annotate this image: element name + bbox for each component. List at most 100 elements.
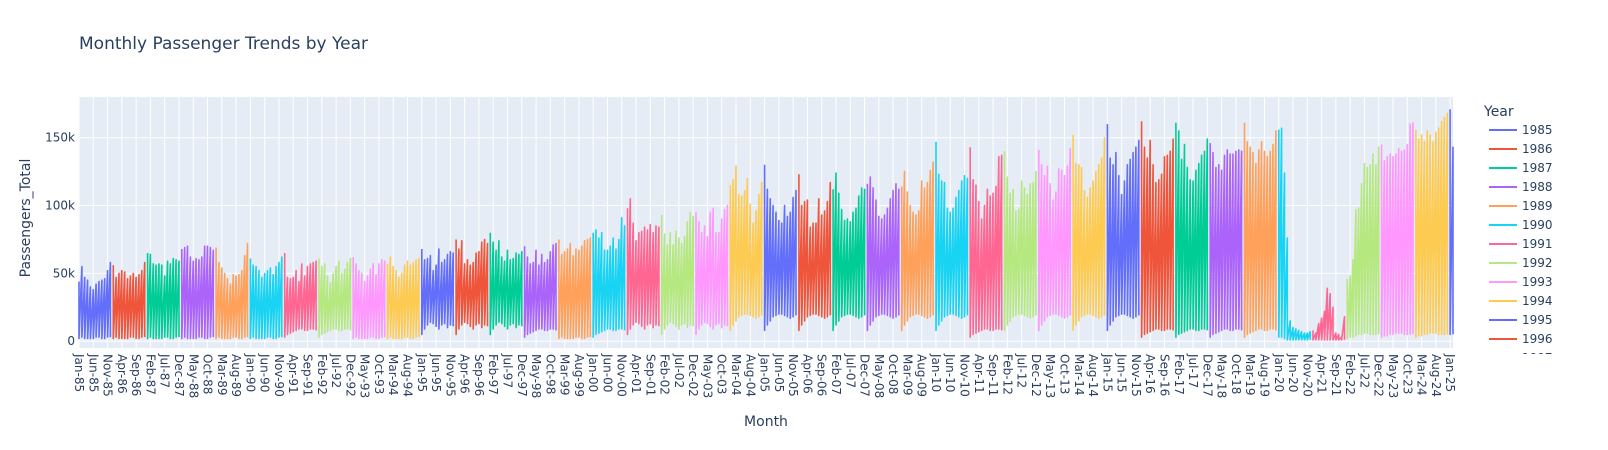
legend-item-1993[interactable]: 1993 bbox=[1489, 275, 1553, 289]
x-tick-label: May-18 bbox=[1215, 354, 1229, 398]
x-tick-label: Feb-87 bbox=[143, 354, 157, 395]
legend-item-1992[interactable]: 1992 bbox=[1489, 256, 1553, 270]
x-tick-label: Apr-06 bbox=[800, 354, 814, 394]
legend-item-1990[interactable]: 1990 bbox=[1489, 218, 1553, 232]
x-tick-label: Sep-96 bbox=[472, 354, 486, 396]
legend-item-1989[interactable]: 1989 bbox=[1489, 199, 1553, 213]
series-line-2000[interactable] bbox=[592, 217, 626, 338]
series-line-2022[interactable] bbox=[1346, 146, 1380, 340]
series-line-1996[interactable] bbox=[455, 238, 489, 336]
legend-item-1991[interactable]: 1991 bbox=[1489, 237, 1553, 251]
x-tick-label: Jul-17 bbox=[1186, 353, 1200, 388]
series-line-2006[interactable] bbox=[798, 174, 832, 332]
series-line-1992[interactable] bbox=[318, 257, 352, 338]
x-tick-label: Oct-18 bbox=[1229, 354, 1243, 394]
x-tick-label: Aug-04 bbox=[743, 354, 757, 397]
x-tick-label: Nov-20 bbox=[1300, 354, 1314, 397]
x-tick-label: Jul-07 bbox=[843, 353, 857, 388]
y-axis-ticks: 0 50k 100k 150k bbox=[45, 131, 75, 349]
legend-item-1985[interactable]: 1985 bbox=[1489, 123, 1553, 137]
legend-item-1996[interactable]: 1996 bbox=[1489, 332, 1553, 346]
legend-label: 1992 bbox=[1522, 256, 1553, 270]
series-line-1990[interactable] bbox=[249, 256, 283, 340]
series-line-2019[interactable] bbox=[1243, 122, 1277, 338]
series-line-1999[interactable] bbox=[558, 237, 592, 340]
legend-item-1987[interactable]: 1987 bbox=[1489, 161, 1553, 175]
series-line-1997[interactable] bbox=[489, 232, 523, 336]
x-tick-label: Aug-24 bbox=[1429, 354, 1443, 397]
series-line-2013[interactable] bbox=[1038, 147, 1071, 332]
series-line-2001[interactable] bbox=[626, 198, 660, 336]
series-line-2023[interactable] bbox=[1380, 122, 1414, 338]
y-tick-label: 100k bbox=[45, 199, 75, 213]
series-line-1995[interactable] bbox=[421, 248, 454, 336]
x-tick-label: Mar-99 bbox=[558, 354, 572, 395]
series-line-1993[interactable] bbox=[352, 257, 386, 340]
series-line-2005[interactable] bbox=[763, 164, 797, 332]
series-line-2009[interactable] bbox=[900, 161, 934, 332]
series-line-2024[interactable] bbox=[1415, 112, 1449, 338]
series-line-1994[interactable] bbox=[386, 256, 420, 340]
x-tick-label: Apr-96 bbox=[458, 354, 472, 394]
x-tick-label: Nov-10 bbox=[958, 354, 972, 397]
x-tick-label: Oct-88 bbox=[201, 354, 215, 394]
x-tick-label: Sep-01 bbox=[643, 354, 657, 396]
y-tick-label: 50k bbox=[53, 266, 75, 280]
series-line-1985[interactable] bbox=[78, 261, 112, 340]
legend-item-1994[interactable]: 1994 bbox=[1489, 294, 1553, 308]
legend-label: 1993 bbox=[1522, 275, 1553, 289]
series-line-2003[interactable] bbox=[695, 204, 729, 336]
x-tick-label: Jan-20 bbox=[1272, 353, 1286, 392]
x-tick-label: Jul-97 bbox=[500, 353, 514, 388]
x-tick-label: Oct-13 bbox=[1058, 354, 1072, 394]
series-line-2010[interactable] bbox=[935, 141, 969, 332]
x-tick-label: Jul-12 bbox=[1015, 353, 1029, 388]
legend-item-1997[interactable]: 1997 bbox=[1489, 351, 1553, 365]
series-line-2012[interactable] bbox=[1003, 151, 1037, 332]
legend[interactable]: 1985 1986 1987 1988 1989 1990 1991 1992 1993 1994… bbox=[1489, 123, 1553, 365]
legend-label: 1987 bbox=[1522, 161, 1553, 175]
legend-item-1986[interactable]: 1986 bbox=[1489, 142, 1553, 156]
series-line-1991[interactable] bbox=[283, 253, 317, 338]
series-line-2020[interactable] bbox=[1278, 127, 1311, 341]
series-line-2008[interactable] bbox=[866, 176, 900, 332]
legend-title: Year bbox=[1483, 104, 1514, 120]
series-line-1986[interactable] bbox=[112, 261, 146, 340]
x-tick-label: Oct-23 bbox=[1400, 354, 1414, 394]
series-line-1989[interactable] bbox=[215, 242, 249, 340]
x-tick-label: Sep-21 bbox=[1329, 354, 1343, 396]
x-tick-label: Mar-09 bbox=[900, 354, 914, 395]
series-line-2018[interactable] bbox=[1209, 143, 1243, 338]
series-line-1988[interactable] bbox=[181, 245, 215, 340]
x-tick-label: Oct-03 bbox=[715, 354, 729, 394]
series-line-2011[interactable] bbox=[969, 147, 1003, 338]
series-line-2016[interactable] bbox=[1140, 121, 1174, 338]
legend-item-1988[interactable]: 1988 bbox=[1489, 180, 1553, 194]
x-tick-label: May-93 bbox=[358, 354, 372, 398]
x-tick-label: Aug-99 bbox=[572, 354, 586, 397]
x-tick-label: Jan-95 bbox=[415, 353, 429, 392]
x-tick-label: Jul-22 bbox=[1357, 353, 1371, 388]
series-line-2004[interactable] bbox=[729, 165, 763, 332]
x-tick-label: Apr-16 bbox=[1143, 354, 1157, 394]
series-line-2007[interactable] bbox=[832, 172, 866, 332]
x-tick-label: Aug-09 bbox=[915, 354, 929, 397]
legend-item-1995[interactable]: 1995 bbox=[1489, 313, 1553, 327]
legend-label: 1990 bbox=[1522, 218, 1553, 232]
series-line-2025[interactable] bbox=[1449, 109, 1454, 336]
series-line-1987[interactable] bbox=[146, 253, 180, 340]
series-line-2021[interactable] bbox=[1312, 287, 1346, 341]
x-tick-label: Feb-12 bbox=[1000, 354, 1014, 395]
x-tick-label: Mar-89 bbox=[215, 354, 229, 395]
series-line-1998[interactable] bbox=[523, 242, 557, 338]
x-tick-label: Dec-17 bbox=[1200, 354, 1214, 397]
x-tick-label: Apr-21 bbox=[1315, 354, 1329, 394]
series-line-2014[interactable] bbox=[1072, 135, 1106, 332]
legend-label: 1988 bbox=[1522, 180, 1553, 194]
x-tick-label: Apr-01 bbox=[629, 354, 643, 394]
series-line-2015[interactable] bbox=[1106, 124, 1140, 332]
x-tick-label: Aug-14 bbox=[1086, 354, 1100, 397]
series-line-2002[interactable] bbox=[660, 211, 694, 336]
series-line-2017[interactable] bbox=[1175, 122, 1209, 338]
